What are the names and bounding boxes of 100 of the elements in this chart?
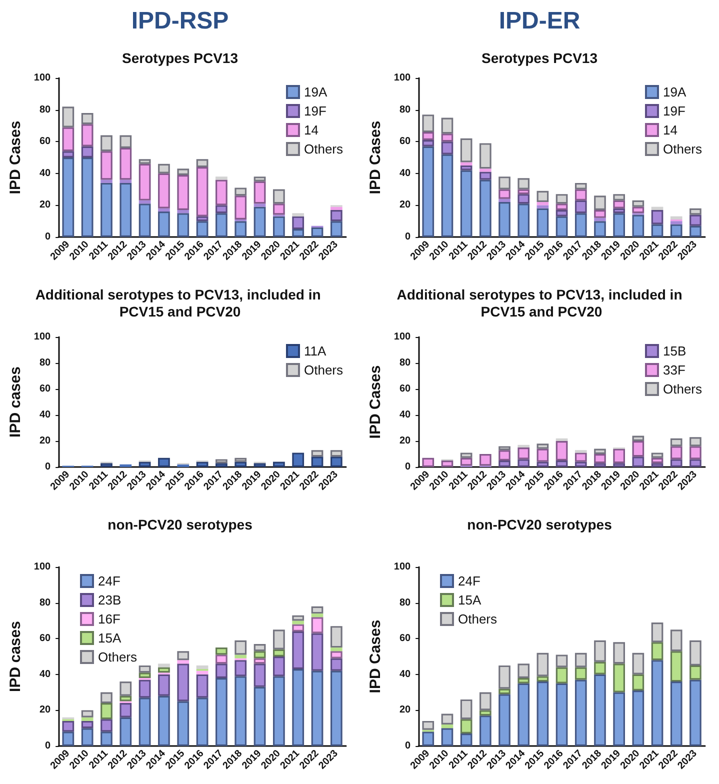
bar [196,670,208,674]
bar [138,204,151,237]
bar [479,454,492,466]
bar [196,665,208,670]
bar [196,698,208,746]
bar [234,654,247,658]
bar [651,206,664,210]
bar [670,630,682,652]
bar [460,162,472,166]
bar [311,450,324,457]
bar [62,106,74,128]
bar [613,194,625,200]
chart-title: IPD-ER [498,8,580,34]
legend-label: 19F [662,104,686,118]
bar [216,463,228,467]
bar [632,206,644,214]
legend-label: 19A [662,84,686,100]
bar [177,464,190,467]
bar [498,189,510,199]
bar [536,202,549,206]
bar [62,732,74,746]
bar [330,626,342,648]
bar [613,664,625,692]
y-tick-label: 0 [45,232,52,242]
bar [254,686,266,746]
bar [670,438,682,446]
bar [690,459,702,467]
bar [311,227,324,237]
bar [272,630,285,650]
y-tick-label: 100 [34,562,52,572]
bar [690,446,702,460]
bar [536,448,549,462]
y-tick-label: 40 [399,668,412,680]
y-tick-label: 40 [39,168,52,179]
bar [330,206,342,210]
legend-label: 19A [304,84,328,100]
bar [330,658,342,671]
bar [100,719,112,732]
bar [651,458,664,464]
y-tick-label: 60 [39,384,52,394]
bar [574,189,587,200]
chart-title: non-PCV20 serotypes [108,516,253,532]
bar [120,703,132,718]
bar [460,733,472,746]
bar [196,167,208,216]
bar [651,463,664,467]
bar [254,658,266,664]
bar [613,213,625,237]
bar [138,462,151,467]
y-tick-label: 40 [399,168,412,179]
bar [670,682,682,746]
bar [536,205,549,208]
bar [670,651,682,682]
bar [422,140,434,146]
bar [62,151,74,158]
bar [330,648,342,652]
bar [81,158,94,237]
bar [292,669,304,746]
legend-label: 15A [458,592,482,608]
bar [536,190,549,202]
legend-label: 23B [98,592,122,608]
y-tick-label: 40 [39,410,52,420]
bar [234,640,247,655]
bar [120,682,132,696]
bar [216,654,228,664]
y-tick-label: 100 [34,332,52,342]
bar [460,458,472,466]
bar [556,460,568,467]
bar [422,720,434,730]
bar [690,680,702,746]
y-tick-label: 20 [39,200,52,211]
chart-subtitle: Serotypes PCV13 [122,50,238,66]
y-tick-label: 60 [399,384,412,394]
bar [594,448,606,454]
y-tick-label: 20 [399,704,412,716]
bar [272,462,285,467]
bar [292,216,304,230]
bar [574,452,587,462]
bar [651,224,664,237]
y-tick-label: 60 [39,136,52,148]
bar [311,617,324,634]
bar [479,143,492,169]
chart-title: Additional serotypes to PCV13, included in PCV15 and PCV20 [35,286,325,320]
bar [216,459,228,464]
y-axis-title: IPD Cases [7,120,24,194]
bar [574,450,587,453]
bar [498,694,510,746]
bar [254,651,266,658]
bar [690,640,702,666]
y-tick-label: 80 [39,104,52,116]
bar [613,463,625,467]
bar [690,214,702,226]
bar [556,210,568,216]
bar [518,189,530,194]
bar [690,665,702,680]
bar [460,138,472,162]
bar [441,118,454,134]
bar [177,660,190,664]
bar [311,614,324,618]
bar [120,464,132,467]
